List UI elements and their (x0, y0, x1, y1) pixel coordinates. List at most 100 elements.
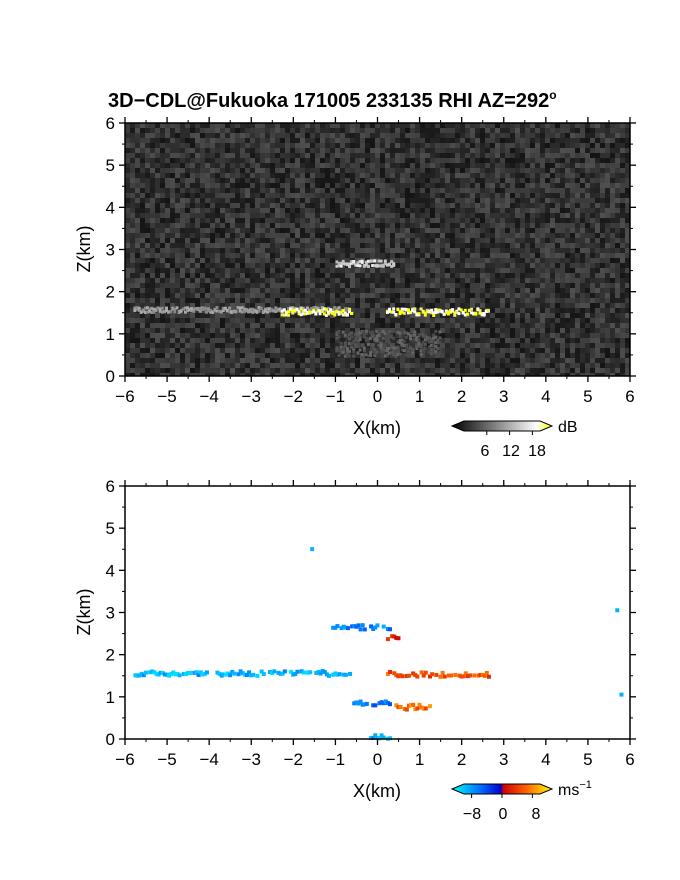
snr-noise-cell (575, 268, 580, 273)
snr-noise-cell (485, 238, 490, 243)
snr-noise-cell (490, 228, 495, 233)
snr-noise-cell (350, 238, 355, 243)
snr-noise-cell (515, 143, 520, 148)
snr-noise-cell (220, 153, 225, 158)
snr-noise-cell (250, 208, 255, 213)
snr-noise-cell (475, 348, 480, 353)
snr-noise-cell (420, 148, 425, 153)
snr-noise-cell (275, 173, 280, 178)
snr-noise-cell (490, 128, 495, 133)
snr-noise-cell (200, 208, 205, 213)
snr-noise-cell (520, 183, 525, 188)
snr-noise-cell (265, 133, 270, 138)
snr-noise-cell (545, 193, 550, 198)
snr-noise-cell (470, 148, 475, 153)
snr-noise-cell (285, 348, 290, 353)
snr-noise-cell (260, 363, 265, 368)
snr-noise-cell (465, 363, 470, 368)
snr-noise-cell (615, 278, 620, 283)
snr-noise-cell (205, 363, 210, 368)
snr-noise-cell (285, 338, 290, 343)
snr-noise-cell (190, 148, 195, 153)
snr-noise-cell (260, 133, 265, 138)
snr-noise-cell (330, 248, 335, 253)
snr-noise-cell (425, 233, 430, 238)
snr-noise-cell (360, 318, 365, 323)
snr-noise-cell (380, 213, 385, 218)
snr-noise-cell (545, 123, 550, 128)
snr-noise-cell (260, 128, 265, 133)
snr-noise-cell (445, 208, 450, 213)
snr-noise-cell (395, 298, 400, 303)
snr-noise-cell (455, 218, 460, 223)
snr-noise-cell (370, 228, 375, 233)
snr-noise-cell (295, 353, 300, 358)
snr-noise-cell (400, 148, 405, 153)
snr-noise-cell (540, 243, 545, 248)
snr-noise-cell (585, 203, 590, 208)
snr-noise-cell (485, 258, 490, 263)
snr-noise-cell (460, 258, 465, 263)
snr-noise-cell (405, 318, 410, 323)
snr-noise-cell (335, 293, 340, 298)
snr-noise-cell (620, 173, 625, 178)
snr-noise-cell (240, 213, 245, 218)
snr-noise-cell (125, 153, 130, 158)
snr-noise-cell (465, 358, 470, 363)
snr-noise-cell (425, 203, 430, 208)
snr-noise-cell (275, 328, 280, 333)
snr-noise-cell (535, 133, 540, 138)
snr-noise-cell (585, 313, 590, 318)
snr-noise-cell (145, 363, 150, 368)
snr-noise-cell (285, 218, 290, 223)
snr-noise-cell (485, 358, 490, 363)
snr-noise-cell (130, 318, 135, 323)
snr-noise-cell (500, 153, 505, 158)
snr-noise-cell (395, 358, 400, 363)
snr-noise-cell (550, 358, 555, 363)
snr-noise-cell (415, 178, 420, 183)
snr-noise-cell (470, 198, 475, 203)
snr-noise-cell (220, 258, 225, 263)
snr-noise-cell (475, 258, 480, 263)
snr-noise-cell (285, 278, 290, 283)
snr-noise-cell (595, 178, 600, 183)
snr-noise-cell (215, 333, 220, 338)
snr-noise-cell (125, 223, 130, 228)
snr-noise-cell (250, 323, 255, 328)
snr-noise-cell (325, 238, 330, 243)
snr-noise-cell (405, 173, 410, 178)
snr-noise-cell (455, 258, 460, 263)
snr-noise-cell (365, 243, 370, 248)
snr-noise-cell (135, 268, 140, 273)
snr-noise-cell (185, 333, 190, 338)
snr-noise-cell (200, 268, 205, 273)
snr-noise-cell (160, 233, 165, 238)
snr-noise-cell (260, 368, 265, 373)
snr-noise-cell (525, 288, 530, 293)
snr-noise-cell (175, 303, 180, 308)
snr-noise-cell (325, 298, 330, 303)
snr-noise-cell (550, 193, 555, 198)
snr-noise-cell (135, 178, 140, 183)
snr-noise-cell (575, 253, 580, 258)
snr-noise-cell (610, 258, 615, 263)
snr-noise-cell (275, 178, 280, 183)
snr-noise-cell (385, 128, 390, 133)
snr-noise-cell (260, 183, 265, 188)
snr-noise-cell (165, 223, 170, 228)
snr-noise-cell (625, 283, 630, 288)
snr-noise-cell (220, 248, 225, 253)
snr-noise-cell (360, 313, 365, 318)
snr-noise-cell (310, 138, 315, 143)
snr-noise-cell (555, 123, 560, 128)
snr-noise-cell (190, 218, 195, 223)
snr-noise-cell (185, 183, 190, 188)
snr-noise-cell (295, 228, 300, 233)
snr-noise-cell (265, 233, 270, 238)
snr-noise-cell (585, 333, 590, 338)
snr-noise-cell (250, 128, 255, 133)
snr-noise-cell (475, 343, 480, 348)
snr-noise-cell (350, 278, 355, 283)
snr-noise-cell (575, 128, 580, 133)
